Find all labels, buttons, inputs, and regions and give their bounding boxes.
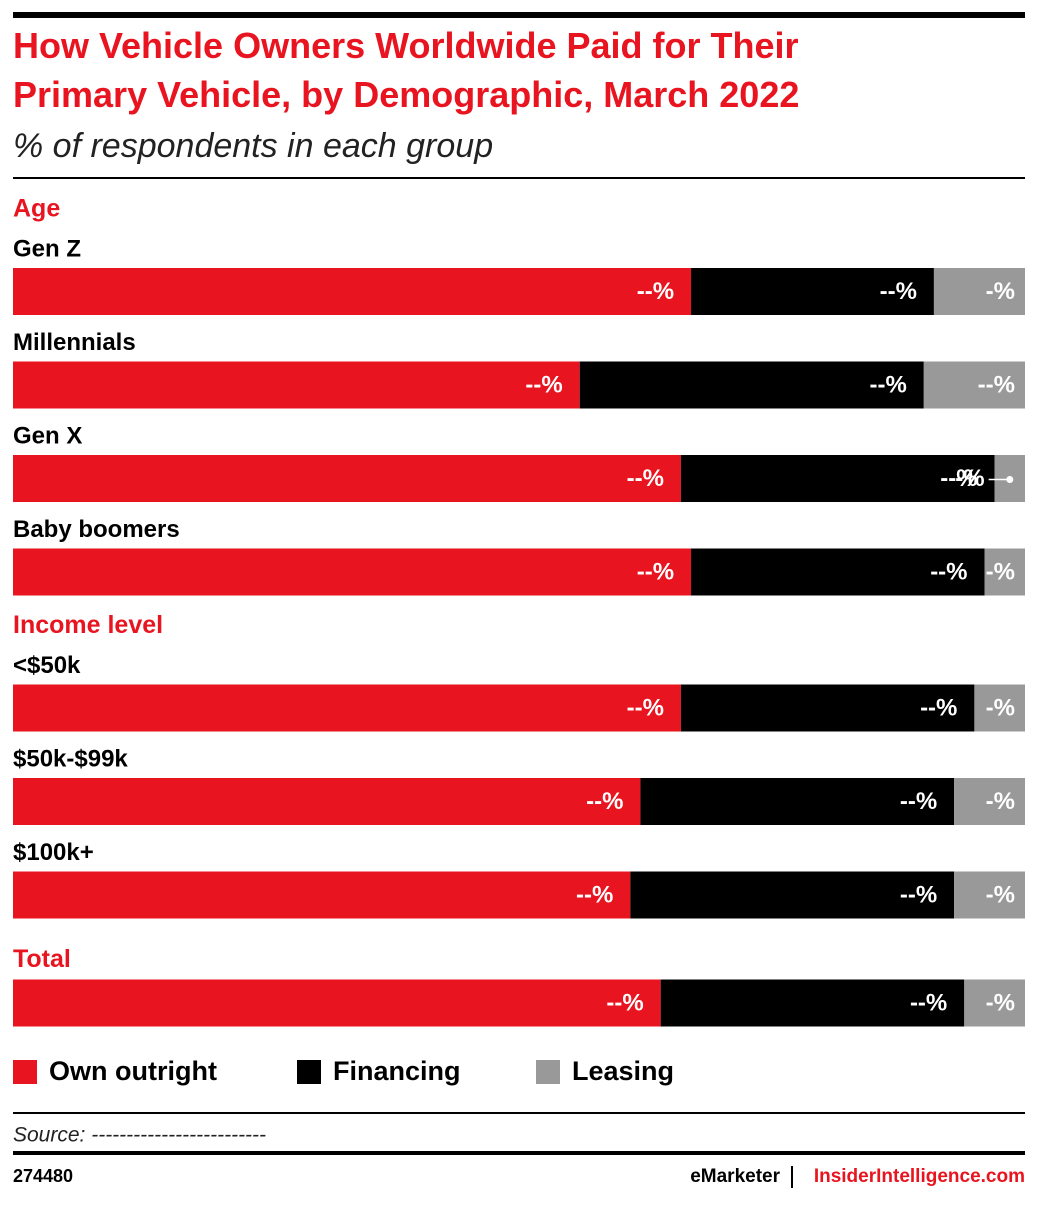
data-label: --% [930,558,967,585]
bar-segment [974,684,1025,732]
source: Source: ------------------------- [13,1124,266,1147]
top-rule [13,12,1025,18]
data-label: --% [920,694,957,721]
footer-rule [13,1151,1025,1155]
header-rule [13,177,1025,179]
bar-segment [691,548,985,596]
data-label: --% [576,881,613,908]
bar-segment [954,778,1025,825]
bar-segment [13,455,681,502]
bar-segment [13,979,661,1027]
bar-segment [954,871,1025,919]
bar-segment [933,268,1025,315]
data-label: --% [637,278,674,305]
group-heading: Income level [13,611,163,639]
data-label: -% [955,465,984,492]
bar-segment [13,361,580,409]
bar-segment [579,361,924,409]
bar-segment [13,778,641,825]
data-label: -% [986,881,1015,908]
bar-segment [13,268,692,315]
bar-segment [13,684,681,732]
legend-label: Own outright [49,1056,217,1086]
legend-label: Leasing [572,1056,674,1086]
category-label: <$50k [13,652,81,679]
category-label: Baby boomers [13,516,180,543]
bar-segment [680,455,995,502]
footer-site: InsiderIntelligence.com [814,1166,1025,1187]
leader-dot [1006,476,1014,483]
legend-swatch [13,1060,37,1084]
legend-label: Financing [333,1056,461,1086]
data-label: --% [900,881,937,908]
chart-title: How Vehicle Owners Worldwide Paid for Th… [13,25,799,115]
bar-segment [13,871,631,919]
bar-segment [691,268,934,315]
legend-swatch [297,1060,321,1084]
bar-segment [13,548,692,596]
data-label: --% [869,371,906,398]
data-label: --% [586,788,623,815]
data-label: -% [986,278,1015,305]
category-label: Gen X [13,422,82,449]
data-label: --% [637,558,674,585]
data-label: --% [525,371,562,398]
group-heading: Total [13,945,71,973]
data-label: -% [986,989,1015,1016]
data-label: -% [986,788,1015,815]
footer-divider [791,1166,793,1188]
bar-segment [640,778,955,825]
bar-segment [630,871,955,919]
chart-id: 274480 [13,1166,73,1186]
bar-segment [680,684,975,732]
category-label: Millennials [13,329,136,356]
bar-segment [660,979,965,1027]
bar-segment [923,361,1025,409]
data-label: --% [627,465,664,492]
data-label: --% [940,465,977,492]
data-label: --% [880,278,917,305]
data-label: --% [978,371,1015,398]
bar-segment [964,979,1025,1027]
legend-swatch [536,1060,560,1084]
category-label: $100k+ [13,839,94,866]
data-label: -% [986,694,1015,721]
chart-subtitle: % of respondents in each group [13,127,493,165]
data-label: --% [606,989,643,1016]
data-label: --% [627,694,664,721]
group-heading: Age [13,195,60,223]
category-label: $50k-$99k [13,745,128,772]
footer-brand: eMarketer [690,1166,780,1187]
bar-segment [984,548,1025,596]
data-label: -% [986,558,1015,585]
data-label: --% [900,788,937,815]
data-label: --% [910,989,947,1016]
source-rule [13,1112,1025,1114]
category-label: Gen Z [13,235,81,262]
